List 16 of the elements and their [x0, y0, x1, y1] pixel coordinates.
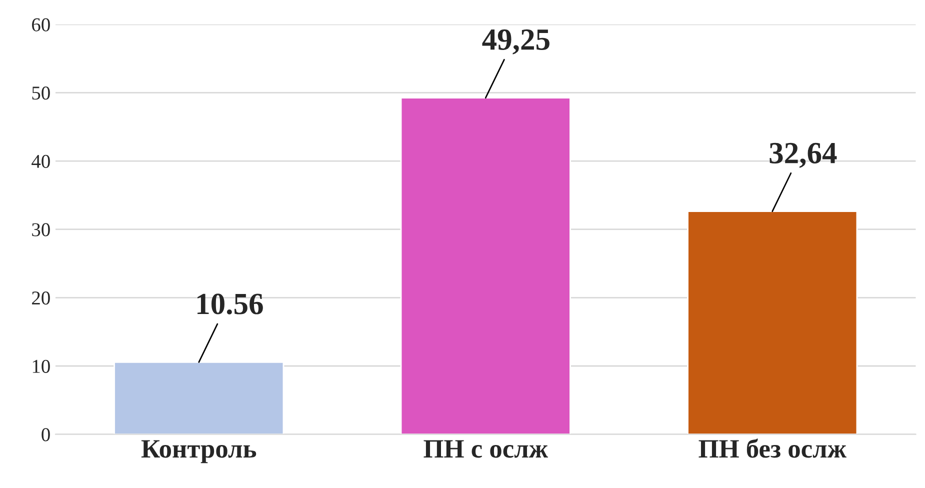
data-label: 49,25	[482, 29, 550, 54]
x-tick-label: Контроль	[141, 440, 256, 464]
y-tick-label: 0	[42, 428, 50, 442]
y-tick-label: 50	[32, 86, 50, 100]
data-label: 32,64	[770, 142, 837, 168]
x-tick-label: ПН без ослж	[698, 438, 846, 458]
y-tick-label: 30	[32, 223, 50, 236]
data-label: 10.56	[198, 294, 263, 314]
x-tick-label: ПН с ослж	[424, 440, 548, 458]
y-tick-label: 60	[32, 18, 50, 32]
bar	[687, 210, 858, 434]
bar	[400, 97, 571, 434]
y-tick-label: 10	[32, 360, 50, 373]
bar	[114, 361, 284, 434]
y-tick-label: 40	[32, 154, 50, 168]
y-tick-label: 20	[32, 291, 50, 305]
